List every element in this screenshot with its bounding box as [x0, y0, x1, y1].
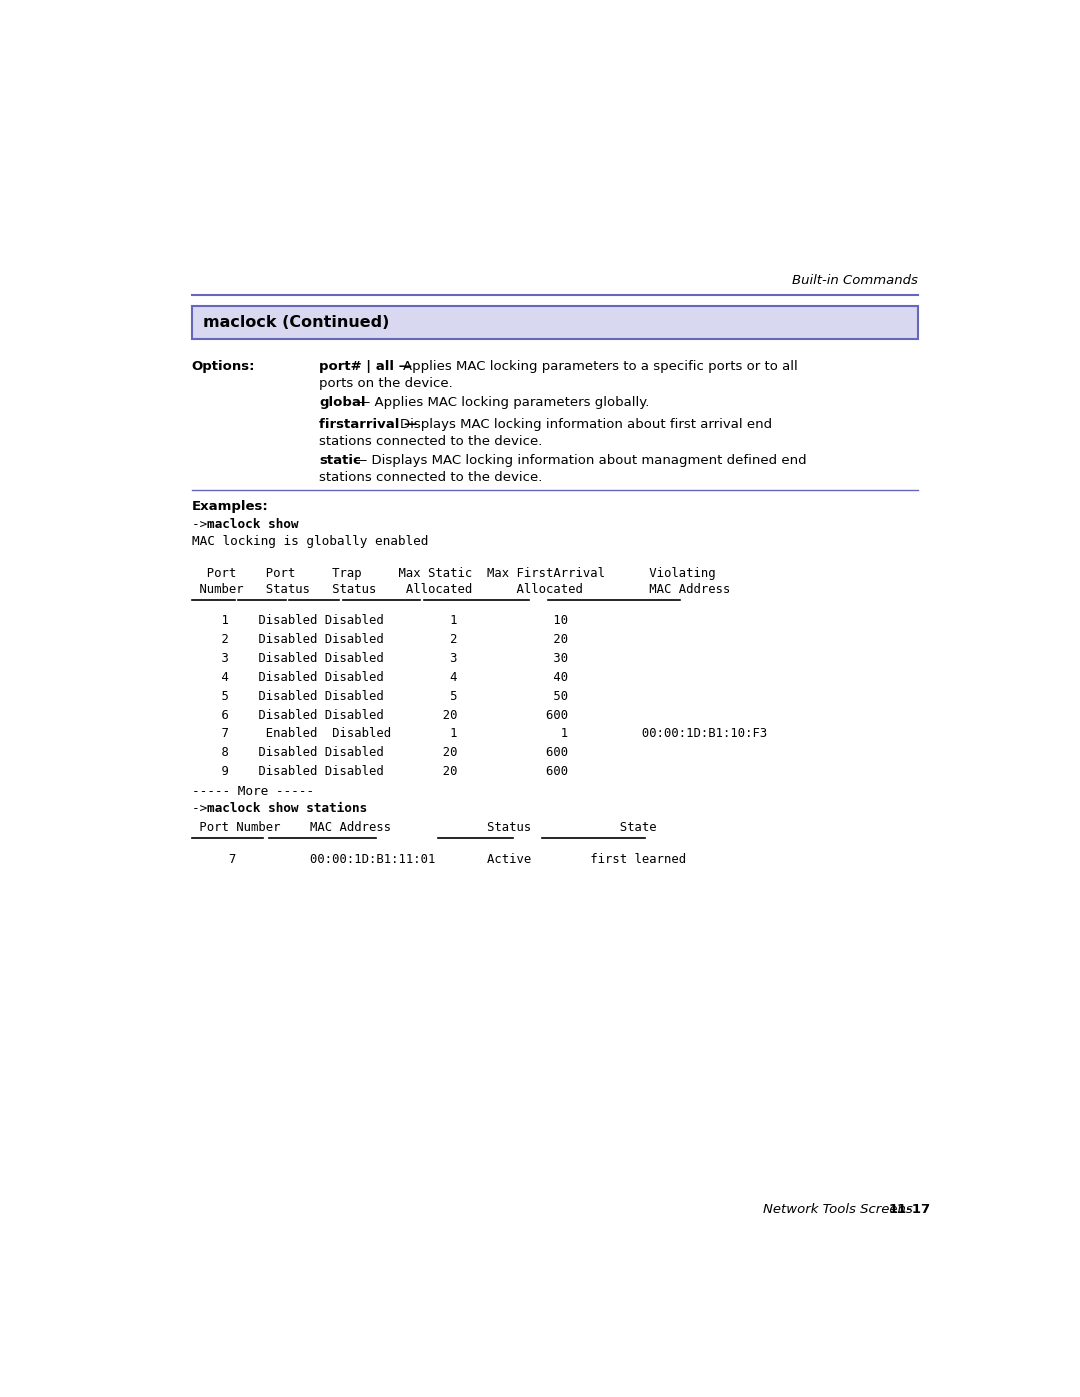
- Text: Displays MAC locking information about first arrival end: Displays MAC locking information about f…: [400, 418, 772, 430]
- Text: Port    Port     Trap     Max Static  Max FirstArrival      Violating: Port Port Trap Max Static Max FirstArriv…: [191, 567, 715, 580]
- Text: ->: ->: [191, 518, 215, 531]
- Text: ->: ->: [191, 802, 215, 814]
- Text: stations connected to the device.: stations connected to the device.: [320, 434, 543, 448]
- Text: 7          00:00:1D:B1:11:01       Active        first learned: 7 00:00:1D:B1:11:01 Active first learned: [191, 854, 686, 866]
- Text: 11-17: 11-17: [889, 1203, 931, 1217]
- Text: stations connected to the device.: stations connected to the device.: [320, 471, 543, 483]
- Text: Number   Status   Status    Allocated      Allocated         MAC Address: Number Status Status Allocated Allocated…: [191, 584, 730, 597]
- Text: 3    Disabled Disabled         3             30: 3 Disabled Disabled 3 30: [191, 652, 568, 665]
- Text: MAC locking is globally enabled: MAC locking is globally enabled: [191, 535, 428, 548]
- Text: — Applies MAC locking parameters globally.: — Applies MAC locking parameters globall…: [356, 397, 649, 409]
- Text: Network Tools Screens: Network Tools Screens: [762, 1203, 913, 1217]
- Text: global: global: [320, 397, 366, 409]
- Text: 7     Enabled  Disabled        1              1          00:00:1D:B1:10:F3: 7 Enabled Disabled 1 1 00:00:1D:B1:10:F3: [191, 728, 767, 740]
- Text: ports on the device.: ports on the device.: [320, 377, 454, 390]
- Text: 8    Disabled Disabled        20            600: 8 Disabled Disabled 20 600: [191, 746, 568, 760]
- Text: 9    Disabled Disabled        20            600: 9 Disabled Disabled 20 600: [191, 766, 568, 778]
- Text: firstarrival —: firstarrival —: [320, 418, 418, 430]
- Text: 6    Disabled Disabled        20            600: 6 Disabled Disabled 20 600: [191, 708, 568, 722]
- Text: static: static: [320, 454, 362, 467]
- Text: 5    Disabled Disabled         5             50: 5 Disabled Disabled 5 50: [191, 690, 568, 703]
- Text: 2    Disabled Disabled         2             20: 2 Disabled Disabled 2 20: [191, 633, 568, 645]
- Text: maclock show: maclock show: [206, 518, 298, 531]
- Text: Applies MAC locking parameters to a specific ports or to all: Applies MAC locking parameters to a spec…: [403, 360, 798, 373]
- Text: ----- More -----: ----- More -----: [191, 785, 313, 798]
- Text: port# | all —: port# | all —: [320, 360, 413, 373]
- Text: maclock (Continued): maclock (Continued): [203, 314, 390, 330]
- Text: 4    Disabled Disabled         4             40: 4 Disabled Disabled 4 40: [191, 671, 568, 685]
- Text: Built-in Commands: Built-in Commands: [792, 274, 918, 286]
- Text: — Displays MAC locking information about managment defined end: — Displays MAC locking information about…: [353, 454, 806, 467]
- Text: Options:: Options:: [191, 360, 255, 373]
- Text: Port Number    MAC Address             Status            State: Port Number MAC Address Status State: [191, 820, 657, 834]
- Text: 1    Disabled Disabled         1             10: 1 Disabled Disabled 1 10: [191, 615, 568, 627]
- Text: maclock show stations: maclock show stations: [206, 802, 367, 814]
- Text: Examples:: Examples:: [191, 500, 268, 513]
- FancyBboxPatch shape: [191, 306, 918, 338]
